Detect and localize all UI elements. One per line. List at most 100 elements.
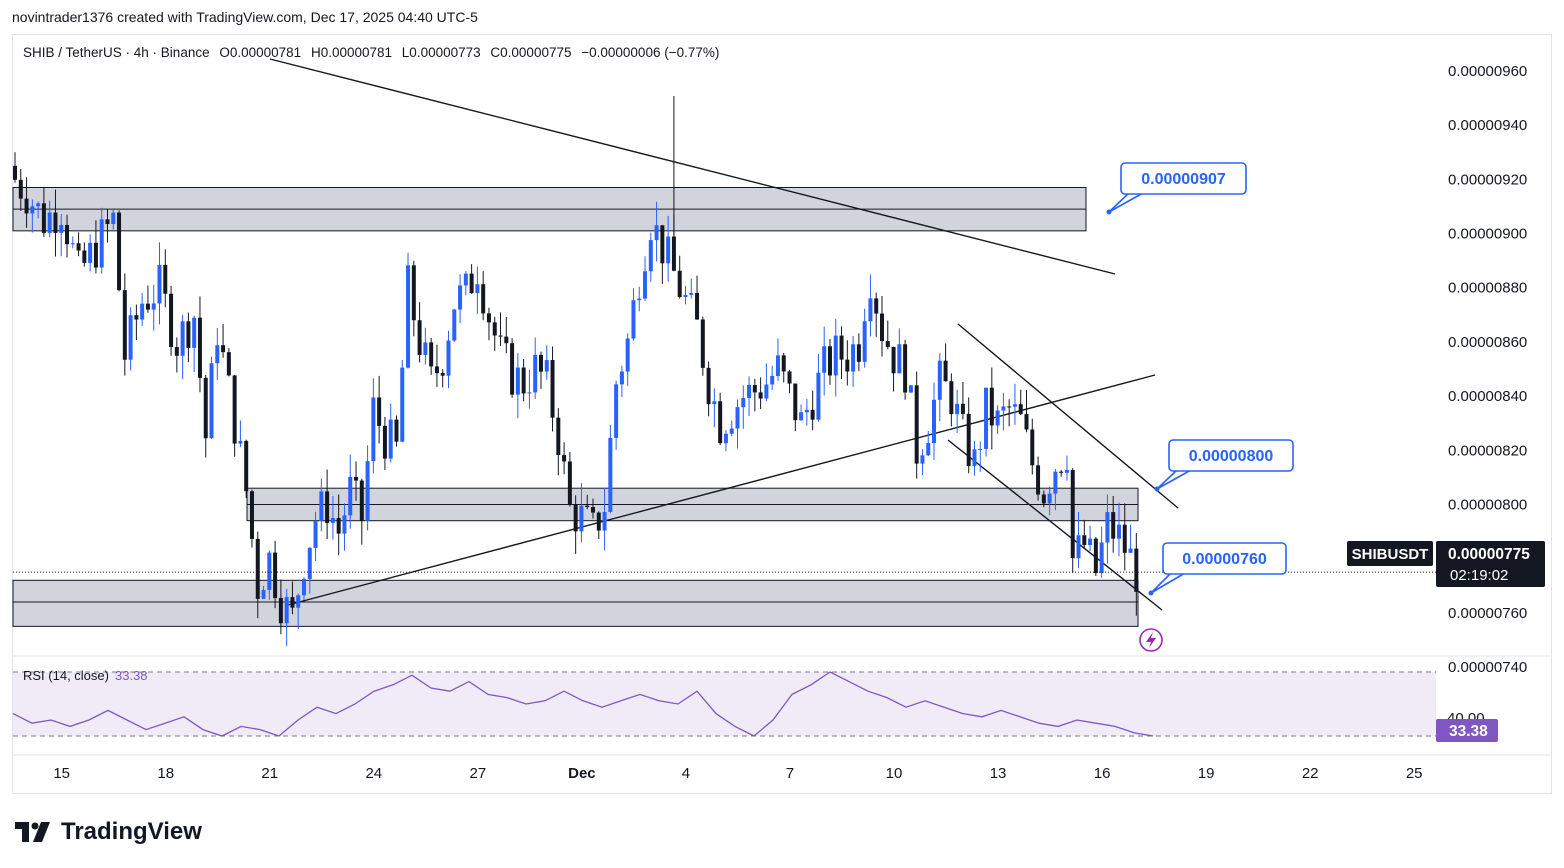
candle-body: [880, 313, 884, 342]
candle-body: [330, 518, 335, 523]
price-badge: SHIBUSDT 0.00000775 02:19:02: [1347, 541, 1545, 587]
candle-body: [955, 403, 960, 415]
y-tick-label: 0.00000760: [1448, 605, 1527, 622]
candle-body: [18, 179, 23, 199]
candle-body: [544, 360, 549, 372]
x-tick-label: 25: [1406, 765, 1423, 782]
candle-body: [504, 336, 509, 344]
price-callout-text: 0.00000800: [1189, 448, 1274, 465]
rsi-band: [13, 672, 1436, 736]
candle-body: [238, 440, 243, 444]
candle-body: [556, 417, 561, 456]
candle-body: [93, 242, 98, 268]
candle-body: [978, 448, 983, 450]
channel-upper-line[interactable]: [957, 323, 1179, 509]
candle-body: [775, 355, 780, 376]
candle-body: [567, 461, 572, 505]
ascending-support-line[interactable]: [287, 374, 1156, 606]
y-tick-label: 0.00000920: [1448, 171, 1527, 188]
tradingview-logo-icon: [15, 822, 50, 842]
candle-body: [1012, 404, 1017, 407]
candle-body: [53, 212, 58, 233]
candle-body: [354, 476, 359, 481]
candle-body: [758, 392, 763, 399]
candle-body: [446, 340, 451, 376]
legend-symbol[interactable]: SHIB / TetherUS · 4h · Binance: [23, 45, 210, 60]
candle-body: [804, 409, 809, 413]
candle-body: [1128, 548, 1133, 553]
rsi-badge: 33.38: [1449, 723, 1488, 740]
candle-body: [700, 319, 705, 368]
rsi-legend[interactable]: RSI (14, close) 33.38: [23, 668, 148, 683]
candle-body: [1024, 414, 1029, 430]
legend-close: C0.00000775: [490, 45, 572, 60]
candle-body: [648, 240, 653, 272]
candle-body: [735, 407, 740, 429]
chart-credit: novintrader1376 created with TradingView…: [12, 9, 478, 25]
tradingview-wordmark: TradingView: [61, 818, 202, 845]
candle-body: [903, 344, 908, 393]
candle-body: [984, 387, 989, 449]
candle-body: [209, 363, 214, 439]
candle-body: [342, 515, 347, 534]
candle-body: [186, 321, 191, 348]
candle-body: [1099, 542, 1104, 574]
candle-body: [1007, 406, 1012, 408]
candle-body: [856, 344, 861, 362]
candle-body: [284, 597, 289, 624]
candle-body: [972, 449, 977, 467]
price-callout[interactable]: 0.00000760: [1148, 542, 1287, 596]
price-callout[interactable]: 0.00000800: [1154, 439, 1294, 492]
candle-body: [937, 360, 942, 400]
candle-body: [192, 317, 197, 348]
lightning-icon[interactable]: [1139, 628, 1163, 652]
candle-body: [134, 315, 139, 320]
candle-body: [463, 273, 468, 286]
candle-body: [82, 250, 87, 263]
candle-body: [527, 392, 532, 394]
candle-body: [643, 271, 648, 299]
legend-change: −0.00000006 (−0.77%): [581, 45, 720, 60]
candle-body: [793, 383, 798, 421]
candle-body: [70, 243, 75, 245]
candle-body: [914, 385, 919, 464]
channel-lower-line[interactable]: [947, 439, 1163, 611]
candle-body: [151, 303, 156, 310]
candle-body: [47, 212, 52, 233]
candle-body: [1064, 470, 1069, 473]
y-tick-label: 0.00000940: [1448, 117, 1527, 134]
candle-body: [325, 491, 330, 523]
supply-demand-zone[interactable]: [12, 579, 1139, 627]
candle-body: [1134, 548, 1139, 592]
candle-body: [666, 236, 671, 264]
candle-body: [197, 317, 202, 378]
candle-body: [943, 360, 948, 382]
candle-body: [88, 242, 93, 263]
candle-body: [365, 461, 370, 521]
candle-body: [273, 552, 278, 599]
candle-body: [631, 300, 636, 339]
candle-body: [371, 397, 376, 462]
symbol-badge: SHIBUSDT: [1352, 546, 1429, 563]
candle-body: [729, 428, 734, 434]
y-tick-label: 0.00000800: [1448, 496, 1527, 513]
trend-lines[interactable]: [269, 58, 1179, 611]
candle-body: [452, 309, 457, 341]
candle-body: [411, 265, 416, 321]
last-price-label: 0.00000775: [1448, 546, 1530, 563]
candle-body: [521, 367, 526, 394]
candle-body: [24, 198, 29, 214]
descending-resistance-line[interactable]: [269, 58, 1116, 275]
rsi-badge-bg: [1436, 719, 1498, 742]
candle-body: [671, 236, 676, 271]
price-callout[interactable]: 0.00000907: [1106, 162, 1247, 215]
y-tick-label: 0.00000960: [1448, 63, 1527, 80]
candle-body: [417, 320, 422, 355]
candle-body: [348, 476, 353, 516]
candle-body: [1093, 538, 1098, 574]
price-callout-text: 0.00000907: [1141, 171, 1226, 188]
candle-body: [619, 371, 624, 385]
chart-frame[interactable]: [12, 34, 1552, 794]
candle-body: [174, 347, 179, 356]
